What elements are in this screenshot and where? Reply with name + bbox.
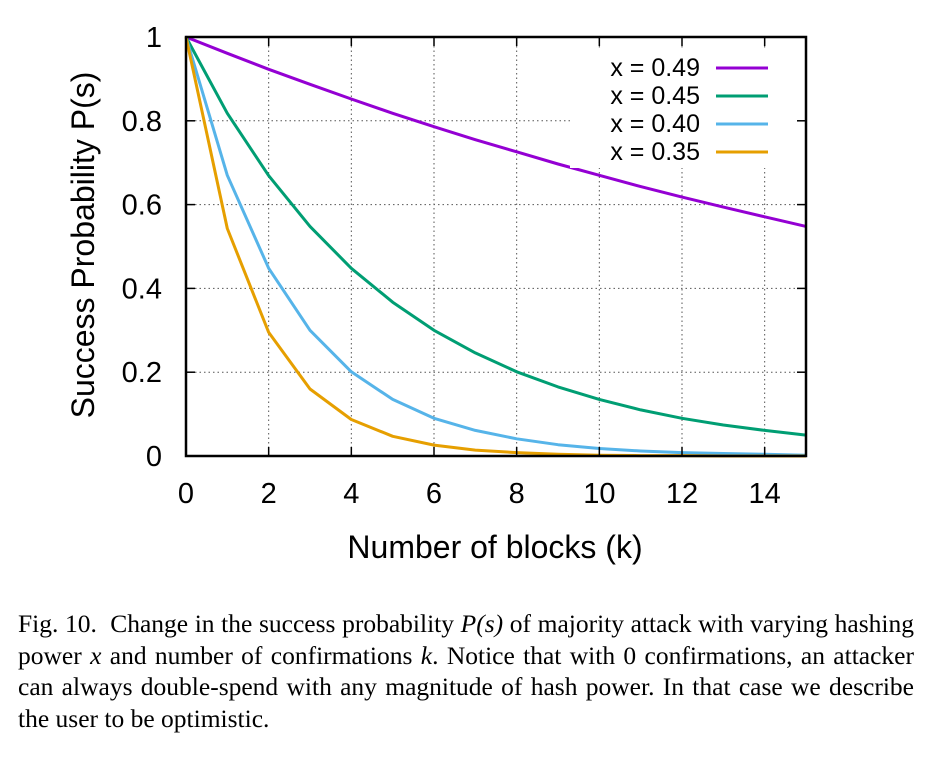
legend-label-3: x = 0.35 [610, 138, 700, 166]
caption-label: Fig. 10. [18, 609, 97, 638]
series-line-2 [184, 36, 807, 457]
x-tick-label: 10 [583, 478, 615, 510]
caption-text-2: of majority attack with varying hashing … [18, 609, 914, 670]
chart-figure: 0 2 4 6 8 10 12 14 0 0.2 0.4 0.6 0.8 1 x = 0.49 x = 0.… [65, 22, 808, 565]
caption-math-ps: P(s) [460, 609, 504, 638]
caption-text-4: . Notice that with 0 confirmations, an a… [18, 640, 914, 733]
caption-math-k: k [420, 640, 433, 670]
y-tick-label: 0.2 [122, 357, 162, 389]
caption-text-3: and number of confirmations [101, 640, 421, 670]
x-axis-label: Number of blocks (k) [347, 529, 642, 565]
caption-math-x: x [90, 640, 102, 670]
y-tick-label: 0 [146, 441, 162, 473]
series-line-0 [185, 35, 807, 228]
legend: x = 0.49x = 0.45x = 0.40x = 0.35 [570, 50, 796, 168]
y-tick-label: 1 [146, 22, 162, 54]
legend-label-0: x = 0.49 [610, 54, 700, 82]
x-tick-label: 2 [261, 478, 277, 510]
legend-label-2: x = 0.40 [610, 110, 700, 138]
y-axis-label: Success Probability P(s) [65, 72, 101, 419]
legend-background [570, 50, 796, 168]
y-tick-label: 0.4 [122, 273, 162, 305]
x-tick-label: 0 [178, 478, 194, 510]
plot-border [184, 35, 808, 458]
figure-caption: Fig. 10. Change in the success probabili… [18, 608, 914, 734]
x-tick-label: 14 [749, 478, 781, 510]
caption-text-1: Change in the success probability [110, 609, 461, 638]
plot-frame [184, 35, 808, 458]
x-tick-label: 6 [426, 478, 442, 510]
legend-label-1: x = 0.45 [610, 82, 700, 110]
y-tick-label: 0.6 [122, 190, 162, 222]
x-tick-label: 4 [343, 478, 359, 510]
axis-ticks: 0 2 4 6 8 10 12 14 0 0.2 0.4 0.6 0.8 1 [122, 22, 806, 510]
y-tick-label: 0.8 [122, 106, 162, 138]
series-line-1 [184, 36, 807, 437]
x-tick-label: 8 [509, 478, 525, 510]
x-tick-label: 12 [666, 478, 698, 510]
